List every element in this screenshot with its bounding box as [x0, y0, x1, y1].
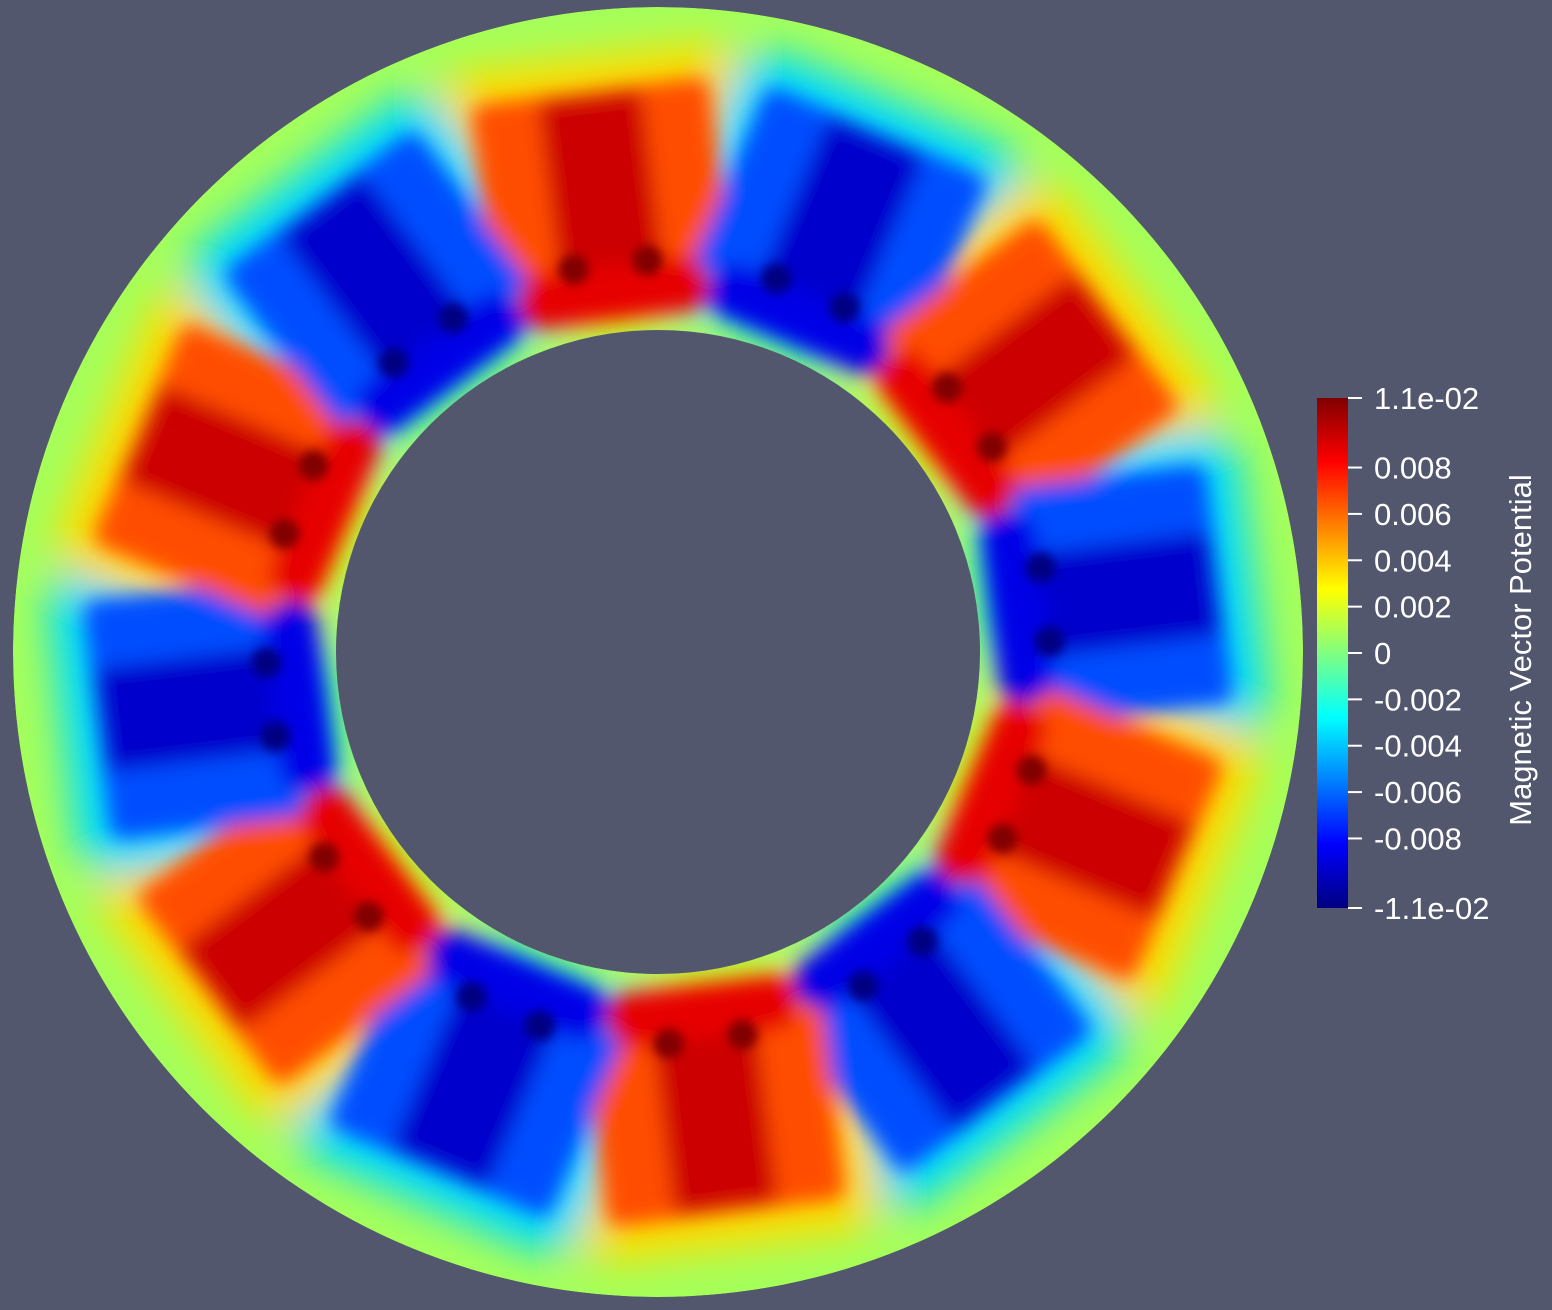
pole-slot-pair [456, 981, 555, 1041]
pole-slot-pair [653, 1019, 758, 1059]
pole-slot-pair [932, 372, 1007, 462]
color-bar-tick-label: 0.008 [1374, 451, 1452, 486]
pole-core [981, 465, 1233, 725]
color-bar-tick-label: 0.006 [1374, 497, 1452, 532]
color-bar-tick-label: -0.008 [1374, 821, 1462, 856]
pole-slot-pair [251, 647, 291, 752]
color-bar-tick-label: -0.004 [1374, 729, 1462, 764]
color-bar: 1.1e-02 0.008 0.006 0.004 0.002 0 -0.002 -0.004… [1317, 381, 1538, 926]
color-bar-ticks: 1.1e-02 0.008 0.006 0.004 0.002 0 -0.002 -0.004… [1348, 381, 1489, 926]
pole-slot-pair [761, 263, 860, 323]
pole-slot-pair [848, 926, 938, 1001]
color-bar-tick-label: 1.1e-02 [1374, 381, 1479, 416]
color-bar-tick-label: 0.004 [1374, 543, 1452, 578]
color-bar-tick-label: 0.002 [1374, 590, 1452, 625]
pole-core [695, 88, 986, 374]
pole-core [226, 133, 527, 433]
pole-slot-pair [987, 755, 1047, 854]
pole-core [471, 77, 731, 329]
pole-core [789, 871, 1090, 1171]
pole-slot-pair [269, 450, 329, 549]
pole-slot-pair [309, 842, 384, 932]
color-bar-tick-label: -0.006 [1374, 775, 1462, 810]
pole-slot-pair [378, 303, 468, 378]
pole-slot-layer [251, 245, 1065, 1059]
color-bar-tick-label: 0 [1374, 636, 1391, 671]
pole-core [585, 975, 845, 1227]
annulus-field [13, 7, 1303, 1297]
pole-slot-pair [558, 245, 663, 285]
color-bar-tick-label: -1.1e-02 [1374, 891, 1489, 926]
color-bar-gradient [1317, 398, 1348, 908]
color-bar-title: Magnetic Vector Potential [1503, 474, 1538, 826]
pole-core [83, 579, 335, 839]
pole-core [877, 220, 1177, 521]
color-bar-tick-label: -0.002 [1374, 682, 1462, 717]
pole-core [139, 783, 439, 1084]
pole-slot-pair [1025, 552, 1065, 657]
